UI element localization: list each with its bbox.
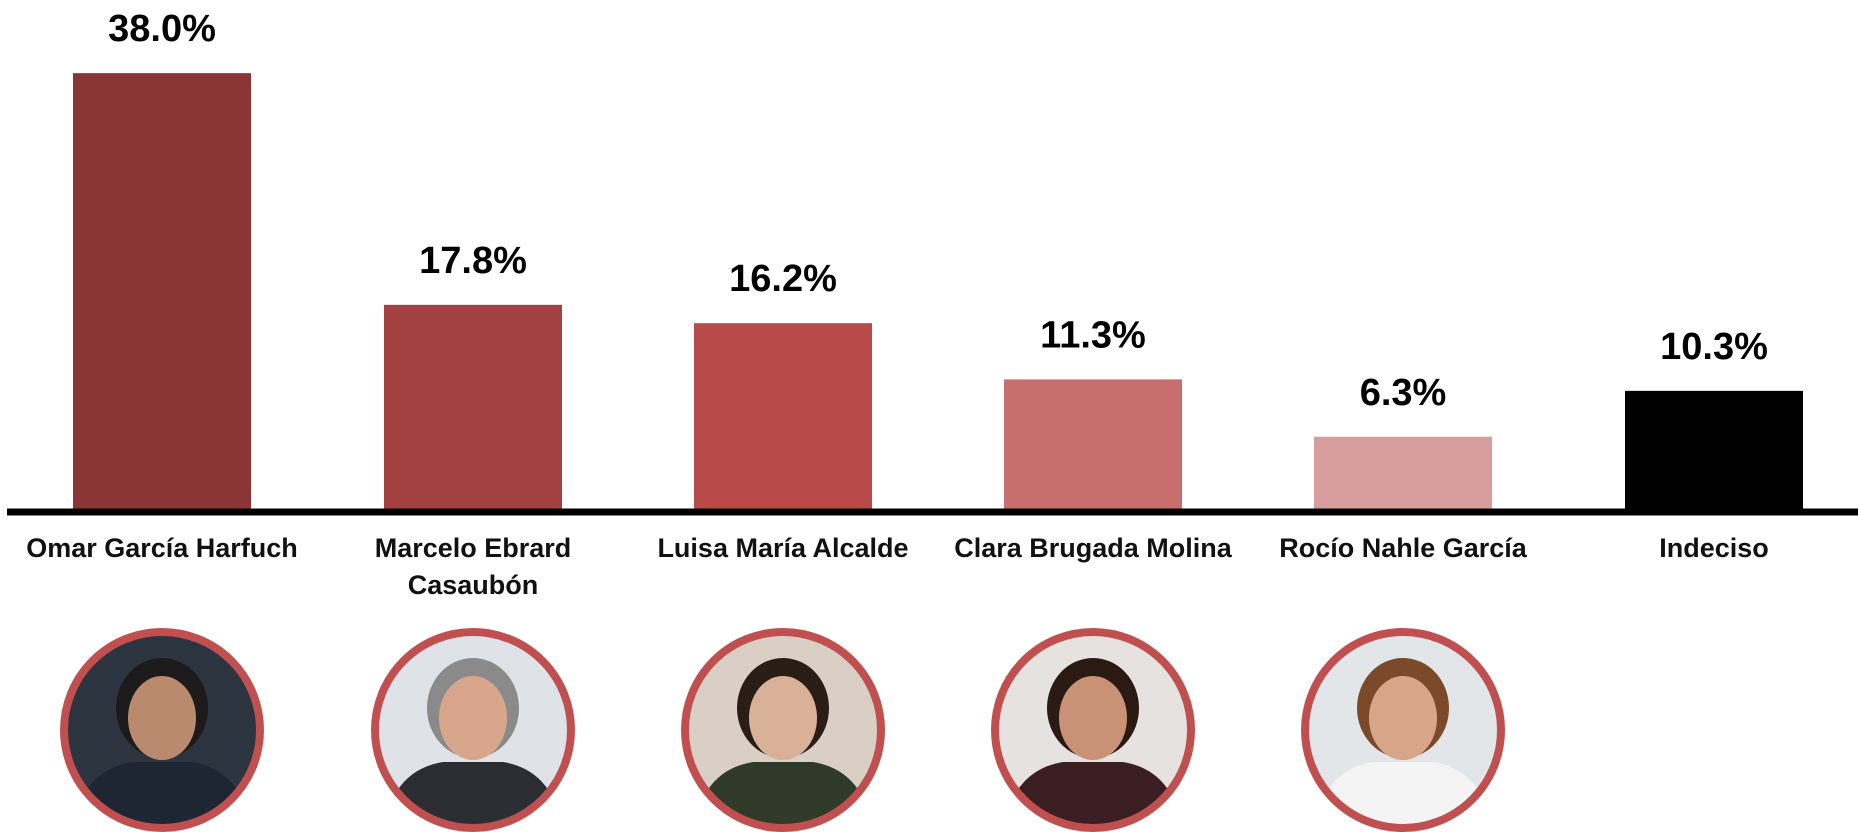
portrait-ring bbox=[991, 628, 1195, 832]
portrait bbox=[60, 628, 264, 832]
photo-face bbox=[1369, 676, 1437, 760]
portrait-photo bbox=[66, 634, 258, 826]
category-label: Indeciso bbox=[1659, 533, 1769, 563]
category-label: Luisa María Alcalde bbox=[657, 533, 909, 563]
bar bbox=[1314, 436, 1492, 509]
category-label-box: Marcelo Ebrard Casaubón bbox=[374, 533, 572, 600]
category-label-box: Omar García Harfuch bbox=[26, 533, 298, 563]
bar bbox=[384, 304, 562, 509]
portrait-ring bbox=[1301, 628, 1505, 832]
bar bbox=[694, 323, 872, 509]
category-label-box: Indeciso bbox=[1659, 533, 1769, 563]
portrait bbox=[1301, 628, 1505, 832]
value-label: 16.2% bbox=[729, 258, 837, 300]
category-label-box: Rocío Nahle García bbox=[1279, 533, 1527, 563]
portrait bbox=[371, 628, 575, 832]
portrait-ring bbox=[371, 628, 575, 832]
photo-face bbox=[128, 676, 196, 760]
portrait bbox=[991, 628, 1195, 832]
value-label: 11.3% bbox=[1040, 314, 1146, 356]
bar bbox=[1004, 379, 1182, 509]
value-label: 38.0% bbox=[108, 8, 216, 50]
category-label-box: Clara Brugada Molina bbox=[954, 533, 1232, 563]
category-label: Marcelo Ebrard Casaubón bbox=[374, 533, 572, 600]
photo-face bbox=[749, 676, 817, 760]
category-label: Omar García Harfuch bbox=[26, 533, 298, 563]
value-label: 6.3% bbox=[1360, 372, 1447, 414]
portrait-ring bbox=[60, 628, 264, 832]
category-label-box: Luisa María Alcalde bbox=[657, 533, 909, 563]
bar bbox=[1625, 390, 1803, 509]
photo-face bbox=[1059, 676, 1127, 760]
portrait bbox=[681, 628, 885, 832]
portrait-photo bbox=[377, 634, 569, 826]
category-label: Rocío Nahle García bbox=[1279, 533, 1527, 563]
value-label: 10.3% bbox=[1660, 326, 1768, 368]
bar bbox=[73, 73, 251, 509]
portrait-photo bbox=[997, 634, 1189, 826]
portrait-ring bbox=[681, 628, 885, 832]
category-label: Clara Brugada Molina bbox=[954, 533, 1232, 563]
photo-face bbox=[439, 676, 507, 760]
value-label: 17.8% bbox=[419, 240, 527, 282]
